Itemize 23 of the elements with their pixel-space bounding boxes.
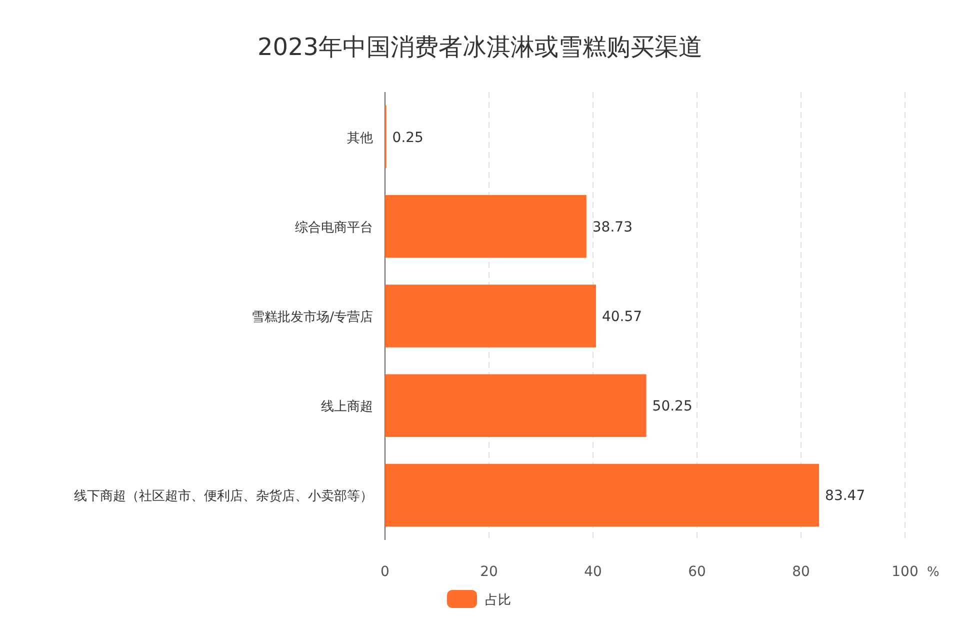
x-tick-label: 0: [380, 564, 390, 580]
data-label: 50.25: [652, 398, 692, 415]
bar: [385, 464, 820, 527]
x-tick-label: 100: [892, 564, 918, 580]
data-label: 0.25: [392, 130, 424, 146]
bar: [385, 374, 646, 437]
y-tick-label: 其他: [347, 130, 373, 146]
chart-title: 2023年中国消费者冰淇淋或雪糕购买渠道: [257, 33, 703, 61]
data-label: 40.57: [602, 309, 642, 325]
y-tick-label: 综合电商平台: [295, 220, 373, 236]
bar: [385, 195, 586, 258]
x-tick-label: 20: [480, 564, 498, 580]
x-tick-label: 60: [688, 564, 706, 580]
legend-label: 占比: [485, 593, 511, 608]
x-tick-label: 40: [584, 564, 602, 580]
bar: [385, 284, 596, 348]
data-label: 38.73: [592, 219, 632, 236]
x-axis-title: %: [927, 565, 940, 580]
x-tick-label: 80: [792, 564, 810, 580]
data-label: 83.47: [825, 488, 866, 504]
y-tick-label: 线上商超: [321, 400, 373, 415]
y-tick-label: 雪糕批发市场/专营店: [252, 309, 373, 325]
y-tick-label: 线下商超（社区超市、便利店、杂货店、小卖部等）: [74, 488, 373, 504]
